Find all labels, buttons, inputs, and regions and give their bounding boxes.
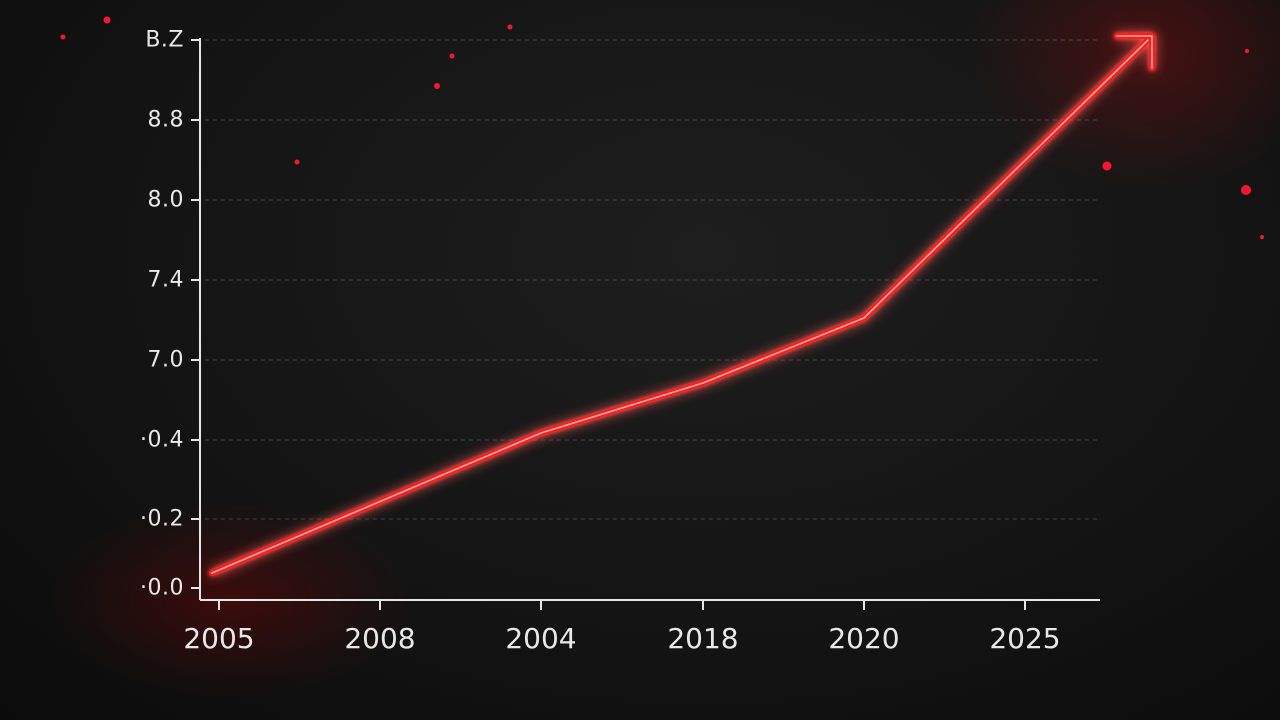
- particle-dot: [103, 16, 111, 24]
- particle-dot: [294, 159, 300, 165]
- x-tick-label: 2004: [505, 622, 577, 655]
- x-tick-label: 2018: [667, 622, 739, 655]
- particles: [60, 16, 1264, 239]
- trend-line: [209, 33, 1155, 576]
- particle-dot: [60, 34, 66, 40]
- x-tick-label: 2020: [828, 622, 900, 655]
- x-tick-label: 2025: [989, 622, 1061, 655]
- x-tick-label: 2005: [183, 622, 255, 655]
- particle-dot: [1102, 161, 1112, 171]
- y-tick-label: ·0.0: [140, 575, 184, 601]
- particle-dot: [449, 53, 455, 59]
- particle-dot: [1260, 235, 1264, 239]
- y-tick-label: B.Z: [145, 27, 184, 53]
- particle-dot: [434, 83, 440, 89]
- y-tick-label: 8.0: [147, 187, 184, 213]
- particle-dot: [507, 24, 513, 30]
- y-tick-label: ·0.2: [140, 506, 184, 532]
- y-tick-label: 7.0: [147, 347, 184, 373]
- y-tick-label: 8.8: [147, 107, 184, 133]
- y-tick-label: ·0.4: [140, 427, 184, 453]
- axes: [191, 38, 1100, 610]
- particle-dot: [1245, 49, 1249, 53]
- gridlines: [205, 39, 1100, 520]
- y-tick-label: 7.4: [147, 267, 184, 293]
- particle-dot: [1241, 185, 1251, 195]
- x-tick-label: 2008: [344, 622, 416, 655]
